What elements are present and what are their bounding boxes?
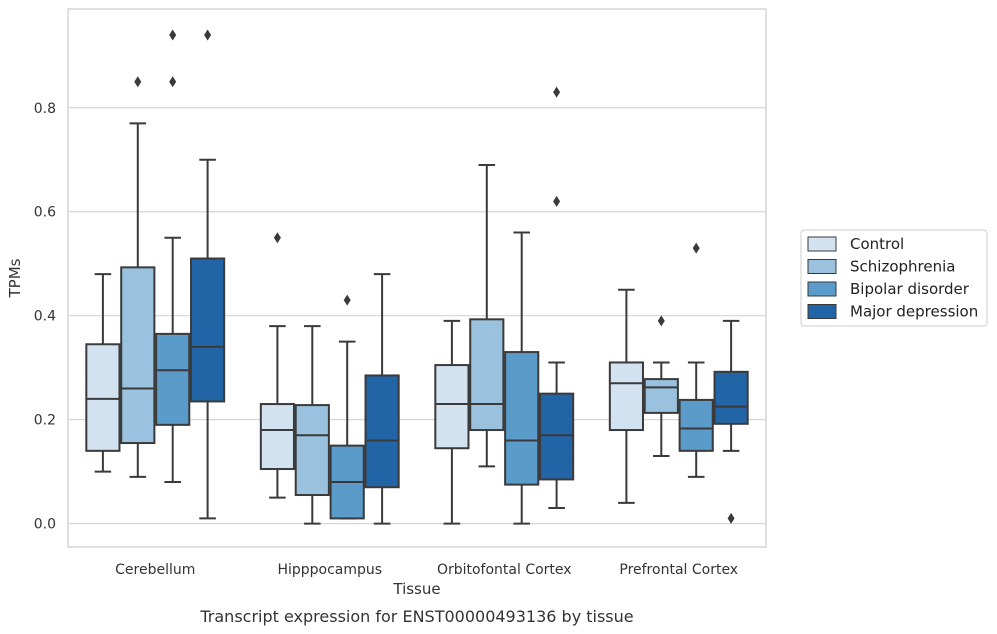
legend-label: Schizophrenia [850, 258, 955, 276]
figure-caption: Transcript expression for ENST0000049313… [199, 607, 633, 626]
box [713, 370, 749, 425]
y-tick-label: 0.4 [34, 309, 56, 325]
outlier-point [727, 512, 735, 524]
box [434, 364, 470, 450]
x-tick-labels: Cerebellum Hipppocampus Orbitofontal Corte… [115, 562, 738, 578]
outlier-point [553, 195, 561, 207]
x-tick-label: Hipppocampus [277, 562, 382, 578]
y-tick-label: 0.6 [34, 205, 56, 221]
outlier-point [169, 29, 177, 41]
boxes [85, 29, 749, 525]
box [678, 398, 714, 452]
x-tick-label: Prefrontal Cortex [619, 562, 738, 578]
outlier-point [343, 294, 351, 306]
box [259, 403, 295, 471]
legend-swatch [807, 281, 837, 297]
outlier-point [692, 242, 700, 254]
box [85, 343, 121, 452]
box [608, 361, 644, 432]
box [539, 392, 575, 481]
box [364, 374, 400, 489]
legend-swatch [807, 259, 837, 274]
box [643, 378, 679, 414]
legend-label: Major depression [850, 303, 978, 321]
box [155, 332, 191, 426]
x-tick-label: Orbitofontal Cortex [437, 562, 572, 578]
y-tick-label: 0.2 [34, 413, 56, 429]
box [504, 351, 540, 486]
box [120, 266, 156, 445]
legend-frame [800, 229, 988, 327]
box [469, 318, 505, 432]
outlier-point [134, 76, 142, 88]
legend-swatch [807, 304, 837, 319]
outlier-point [657, 315, 665, 327]
y-axis-title: TPMs [6, 258, 24, 298]
outlier-point [169, 76, 177, 88]
box [294, 404, 330, 497]
y-tick-label: 0.0 [34, 517, 56, 533]
legend-label: Control [850, 235, 904, 253]
y-tick-label: 0.8 [34, 101, 56, 117]
plot-area [67, 8, 767, 548]
legend: Control Schizophrenia Bipolar disorder Majo… [800, 229, 988, 327]
legend-label: Bipolar disorder [850, 280, 970, 298]
x-tick-label: Cerebellum [115, 562, 195, 578]
x-axis-title: Tissue [392, 580, 440, 598]
outlier-point [553, 86, 561, 98]
box [190, 257, 226, 403]
outlier-point [204, 29, 212, 41]
outlier-point [273, 232, 281, 244]
y-tick-labels: 0.0 0.2 0.4 0.6 0.8 [34, 101, 56, 533]
legend-swatch [807, 236, 837, 252]
